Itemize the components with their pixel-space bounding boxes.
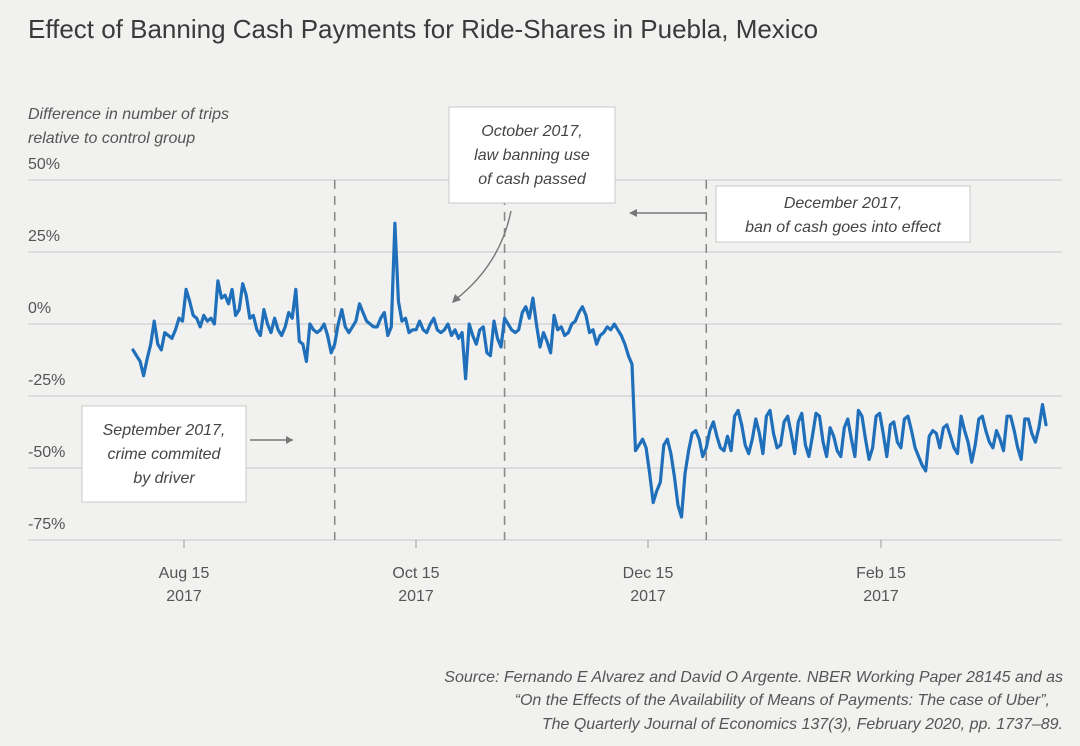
annotation-line: September 2017, <box>103 422 226 439</box>
annotation-september: September 2017, crime commited by driver <box>81 405 293 503</box>
x-tick-label: Feb 15 <box>856 565 906 582</box>
annotation-october: October 2017, law banning use of cash pa… <box>448 106 616 303</box>
arrowhead <box>629 209 637 217</box>
y-tick-label: 50% <box>28 156 60 173</box>
x-tick-label: Oct 15 <box>392 565 439 582</box>
annotation-line: crime commited <box>108 446 222 463</box>
x-tick-label: Aug 15 <box>159 565 210 582</box>
x-tick-label: 2017 <box>398 588 434 605</box>
source-line: The Quarterly Journal of Economics 137(3… <box>542 716 1063 733</box>
source-line: Source: Fernando E Alvarez and David O A… <box>444 669 1063 686</box>
annotation-line: law banning use <box>474 147 590 164</box>
y-tick-label: 25% <box>28 228 60 245</box>
annotation-arrow <box>454 210 512 301</box>
x-tick-label: Dec 15 <box>623 565 674 582</box>
annotation-line: October 2017, <box>481 123 582 140</box>
chart-title: Effect of Banning Cash Payments for Ride… <box>28 14 818 44</box>
x-tick-label: 2017 <box>166 588 202 605</box>
annotation-box <box>81 405 247 503</box>
arrowhead <box>452 294 461 303</box>
x-tick-labels: Aug 15 2017 Oct 15 2017 Dec 15 2017 Feb 15 2017 <box>159 540 906 605</box>
event-lines <box>333 180 708 540</box>
annotation-line: of cash passed <box>478 171 587 188</box>
annotation-line: ban of cash goes into effect <box>745 219 941 236</box>
source-line: “On the Effects of the Availability of M… <box>515 692 1050 709</box>
arrowhead <box>286 436 293 444</box>
annotation-box <box>448 106 616 204</box>
x-tick-label: 2017 <box>863 588 899 605</box>
y-tick-label: -25% <box>28 372 65 389</box>
y-tick-label: -75% <box>28 516 65 533</box>
annotation-line: by driver <box>133 470 195 487</box>
y-tick-label: 0% <box>28 300 51 317</box>
x-tick-label: 2017 <box>630 588 666 605</box>
annotation-box <box>715 185 971 243</box>
series-line <box>131 221 1048 519</box>
y-axis-label-line-1: Difference in number of trips <box>28 106 229 123</box>
y-axis-label-line-2: relative to control group <box>28 130 195 147</box>
y-tick-labels: 50% 25% 0% -25% -50% -75% <box>28 156 65 533</box>
annotation-december: December 2017, ban of cash goes into eff… <box>629 185 971 243</box>
y-tick-label: -50% <box>28 444 65 461</box>
annotation-line: December 2017, <box>784 195 902 212</box>
